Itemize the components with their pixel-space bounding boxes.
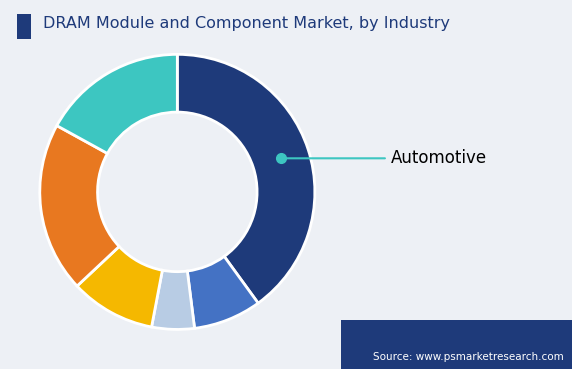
- Text: Automotive: Automotive: [284, 149, 487, 167]
- Text: Source: www.psmarketresearch.com: Source: www.psmarketresearch.com: [373, 352, 563, 362]
- Text: DRAM Module and Component Market, by Industry: DRAM Module and Component Market, by Ind…: [43, 17, 450, 31]
- Wedge shape: [177, 54, 315, 303]
- Wedge shape: [187, 256, 258, 328]
- Wedge shape: [57, 54, 177, 154]
- Wedge shape: [40, 125, 119, 286]
- Wedge shape: [77, 246, 162, 327]
- Wedge shape: [152, 270, 194, 330]
